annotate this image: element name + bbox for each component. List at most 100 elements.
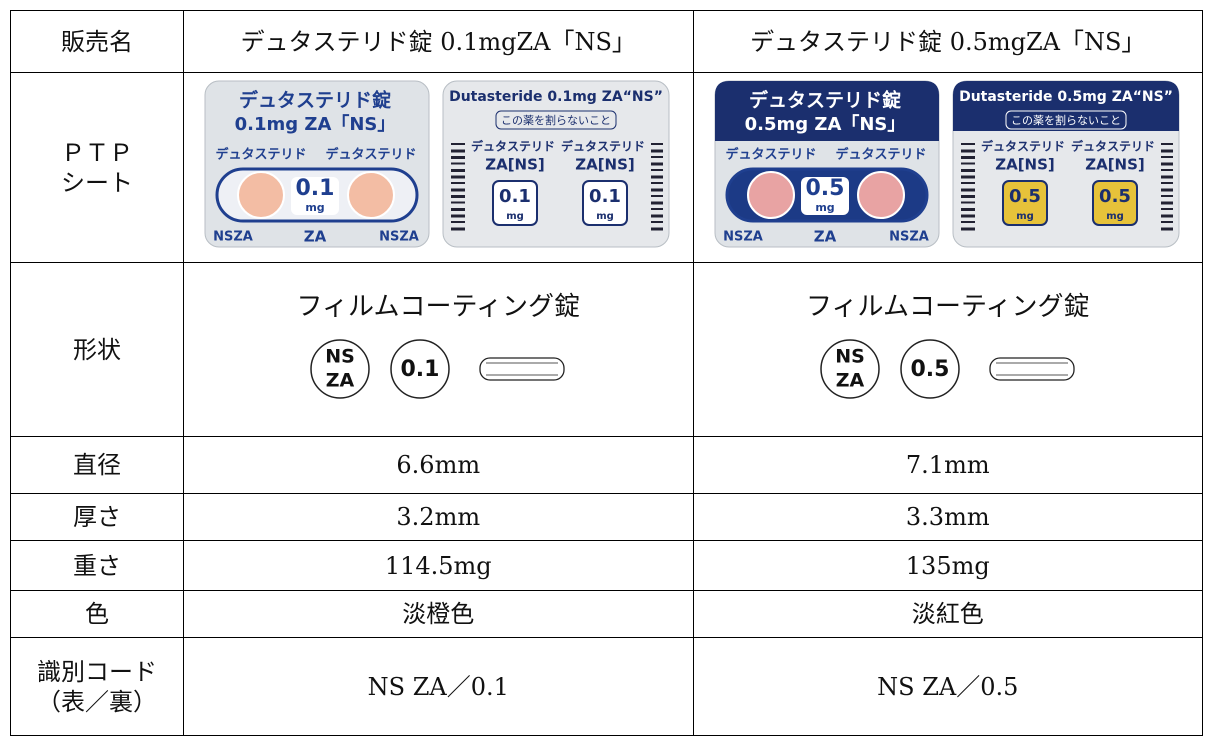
value-text: 3.2mm	[396, 503, 481, 531]
imprint-text: ZA	[836, 370, 865, 392]
imprint-text: 0.5	[910, 357, 949, 382]
barcode	[451, 188, 466, 191]
ptp-text: ZA	[304, 227, 327, 245]
barcode	[651, 194, 664, 197]
ptp-text: ZA[NS]	[575, 155, 635, 173]
ptp-text: ZA[NS]	[485, 155, 545, 173]
strength-box	[291, 176, 340, 215]
table-row: 色 淡橙色 淡紅色	[10, 590, 1203, 638]
row-label: 直径	[10, 436, 184, 494]
barcode	[651, 162, 664, 165]
barcode	[451, 194, 466, 198]
value-text: 淡紅色	[911, 600, 984, 628]
value-text: 3.3mm	[905, 503, 990, 531]
label-text: 識別コード	[37, 657, 157, 686]
label-text: 重さ	[73, 551, 121, 580]
ptp-text: mg	[506, 211, 524, 222]
barcode	[451, 207, 466, 211]
barcode	[960, 181, 975, 184]
barcode	[651, 201, 664, 204]
row-label: 形状	[10, 262, 184, 437]
row-label: 色	[10, 590, 184, 638]
table-row: 識別コード （表／裏） NS ZA／0.1 NS ZA／0.5	[10, 637, 1203, 736]
ptp-text: NSZA	[723, 229, 763, 244]
tablet-back	[390, 339, 450, 399]
ptp-text: ZA	[814, 227, 837, 245]
barcode	[1160, 188, 1173, 191]
value-text: 7.1mm	[905, 451, 990, 479]
value-cell: NS ZA／0.5	[692, 637, 1203, 736]
ptp-text: デュタステリド錠	[749, 88, 901, 111]
barcode	[960, 149, 975, 152]
ptp-text: ZA[NS]	[1085, 155, 1145, 173]
tablet-front	[820, 339, 880, 399]
imprint-text: NS	[325, 346, 355, 368]
barcode	[651, 149, 664, 152]
caution-box	[495, 110, 617, 129]
label-text: シート	[61, 168, 133, 197]
ptp-text: mg	[815, 201, 834, 214]
ptp-cell: デュタステリド錠 0.5mg ZA「NS」デュタステリド デュタステリド 0.5 mg N…	[692, 72, 1203, 263]
barcode	[1160, 201, 1173, 204]
barcode	[1160, 207, 1173, 210]
table-row: 販売名 デュタステリド錠 0.1mgZA「NS」 デュタステリド錠 0.5mgZA「…	[10, 10, 1203, 73]
product-name: デュタステリド錠 0.5mgZA「NS」	[692, 10, 1203, 73]
strength-box	[492, 179, 539, 226]
label-text: 色	[85, 600, 109, 628]
ptp-text: NSZA	[379, 229, 419, 244]
header-text: 販売名	[61, 27, 133, 56]
ptp-text: mg	[306, 201, 325, 214]
ptp-text: mg	[1106, 211, 1124, 222]
ptp-text: Dutasteride 0.1mg ZA“NS”	[449, 89, 663, 105]
tablet-drawing: NSZA 0.1	[310, 339, 565, 399]
strength-box	[800, 176, 849, 215]
value-cell: 114.5mg	[183, 540, 694, 591]
table-row: 直径 6.6mm 7.1mm	[10, 436, 1203, 494]
label-text: ＰＴＰ	[61, 138, 133, 167]
ptp-text: デュタステリド	[725, 146, 816, 162]
value-text: 135mg	[905, 551, 990, 580]
barcode	[960, 162, 975, 164]
barcode	[960, 227, 975, 230]
header-text: デュタステリド錠 0.5mgZA「NS」	[750, 27, 1146, 56]
pill	[856, 170, 905, 219]
value-cell: 6.6mm	[183, 436, 694, 494]
label-text: 直径	[73, 451, 121, 479]
barcode	[651, 181, 664, 184]
ptp-text: デュタステリド	[471, 138, 555, 153]
barcode	[651, 142, 664, 145]
shape-cell: フィルムコーティング錠 NS ZA 0.1	[183, 262, 694, 437]
barcode	[451, 162, 466, 164]
barcode	[960, 194, 975, 198]
row-label: ＰＴＰ シート	[10, 72, 184, 263]
ptp-back-band	[952, 80, 1179, 131]
barcode	[1160, 149, 1173, 152]
label-text: 形状	[73, 335, 121, 364]
barcode	[960, 155, 975, 159]
spec-table: 販売名 デュタステリド錠 0.1mgZA「NS」 デュタステリド錠 0.5mgZA「…	[10, 10, 1203, 736]
barcode	[451, 168, 466, 172]
table-row: 形状 フィルムコーティング錠 NS ZA 0.1 フィルムコーティング錠 NS ZA 0.5	[10, 262, 1203, 437]
ptp-text: この薬を割らないこと	[501, 113, 611, 127]
ptp-text: NSZA	[213, 229, 253, 244]
value-text: 114.5mg	[384, 551, 492, 580]
value-cell: 7.1mm	[692, 436, 1203, 494]
ptp-text: mg	[1016, 211, 1034, 222]
ptp-text: デュタステリド	[835, 146, 926, 162]
ptp-front-band	[714, 80, 939, 141]
barcode	[960, 207, 975, 211]
row-label: 重さ	[10, 540, 184, 591]
barcode	[451, 220, 466, 223]
barcode	[451, 142, 466, 145]
ptp-text: 0.5mg ZA「NS」	[744, 113, 905, 135]
document: 販売名 デュタステリド錠 0.1mgZA「NS」 デュタステリド錠 0.5mgZA「…	[10, 10, 1203, 736]
value-cell: 3.2mm	[183, 493, 694, 541]
label-text: （表／裏）	[37, 687, 157, 716]
ptp-text: デュタステリド	[561, 138, 645, 153]
barcode	[960, 220, 975, 223]
ptp-text: 0.5	[1099, 186, 1131, 207]
header-label: 販売名	[10, 10, 184, 73]
value-text: 6.6mm	[396, 451, 481, 479]
tablet-side	[479, 357, 565, 381]
barcode	[1160, 142, 1173, 145]
